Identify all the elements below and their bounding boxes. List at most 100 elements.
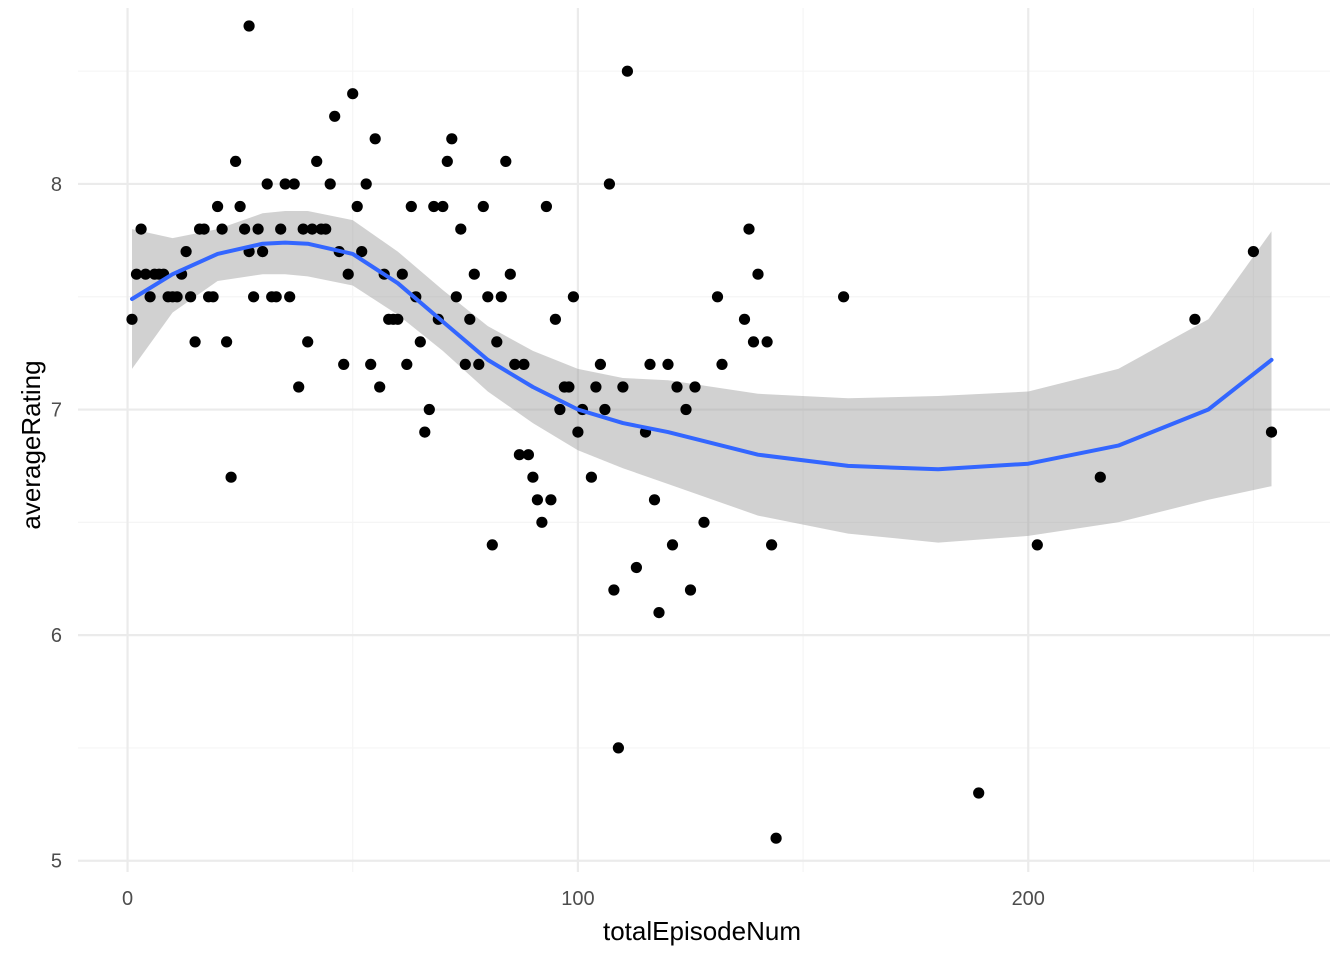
data-point — [360, 178, 372, 190]
data-point — [428, 200, 440, 213]
data-point — [716, 358, 728, 370]
data-point — [617, 381, 629, 393]
data-point — [351, 200, 363, 213]
data-point — [279, 178, 291, 190]
data-point — [234, 200, 246, 213]
x-tick-label: 200 — [1012, 888, 1045, 910]
data-point — [171, 291, 183, 303]
data-point — [567, 291, 580, 303]
data-point — [423, 403, 435, 416]
y-tick-labels: 5 6 7 8 — [51, 174, 62, 873]
data-point — [554, 403, 566, 416]
x-tick-label: 100 — [561, 888, 594, 910]
data-point — [130, 268, 143, 280]
data-point — [761, 336, 773, 348]
data-point — [297, 223, 309, 235]
data-point — [594, 358, 607, 370]
data-point — [1247, 246, 1259, 258]
data-point — [239, 223, 251, 235]
y-tick-label: 7 — [51, 400, 62, 422]
data-point — [531, 494, 544, 506]
data-point — [329, 110, 341, 122]
data-point — [392, 313, 404, 325]
data-point — [207, 291, 219, 303]
data-point — [482, 291, 494, 303]
data-point — [342, 268, 354, 280]
data-point — [320, 223, 332, 235]
data-point — [766, 539, 778, 551]
data-point — [464, 313, 476, 325]
data-point — [500, 155, 512, 167]
data-point — [135, 223, 147, 235]
data-point — [1265, 426, 1278, 438]
data-point — [495, 291, 507, 303]
data-point — [504, 268, 516, 280]
data-point — [365, 358, 377, 370]
data-point — [545, 494, 557, 506]
data-point — [230, 155, 242, 167]
data-point — [572, 426, 584, 438]
data-point — [189, 336, 201, 348]
data-point — [747, 336, 760, 348]
data-point — [680, 403, 692, 416]
data-point — [1094, 471, 1106, 483]
data-point — [288, 178, 300, 190]
data-point — [612, 742, 625, 754]
data-point — [468, 268, 480, 280]
data-point — [198, 223, 210, 235]
data-point — [180, 246, 192, 258]
smooth-line — [130, 240, 1274, 472]
data-point — [1031, 539, 1043, 551]
data-point — [347, 88, 359, 100]
data-point — [212, 200, 224, 213]
data-point — [522, 449, 535, 461]
data-point — [302, 336, 314, 348]
y-tick-label: 5 — [51, 851, 62, 873]
data-point — [338, 358, 350, 370]
data-point — [450, 291, 462, 303]
y-tick-label: 8 — [51, 174, 62, 196]
data-point — [743, 223, 755, 235]
data-point — [513, 449, 526, 461]
data-point — [666, 539, 679, 551]
data-point — [486, 539, 498, 551]
data-point — [603, 178, 616, 190]
data-point — [455, 223, 467, 235]
data-point — [973, 787, 985, 799]
data-point — [419, 426, 431, 438]
y-tick-label: 6 — [51, 625, 62, 647]
data-point — [711, 291, 724, 303]
data-point — [185, 291, 197, 303]
data-point — [684, 584, 697, 596]
data-point — [459, 358, 471, 370]
data-point — [644, 358, 656, 370]
data-point — [405, 200, 417, 213]
data-point — [752, 268, 764, 280]
data-point — [671, 381, 683, 393]
data-point — [324, 178, 336, 190]
data-point — [648, 494, 661, 506]
data-point — [518, 358, 530, 370]
data-point — [221, 336, 233, 348]
data-point — [270, 291, 282, 303]
data-point — [549, 313, 562, 325]
data-point — [144, 291, 156, 303]
data-point — [590, 381, 602, 393]
data-point — [698, 516, 710, 528]
data-point — [252, 223, 264, 235]
data-point — [527, 471, 539, 483]
data-point — [491, 336, 503, 348]
scatter-points — [126, 20, 1278, 844]
data-point — [356, 246, 368, 258]
data-point — [689, 381, 701, 393]
data-point — [293, 381, 305, 393]
data-point — [563, 381, 575, 393]
data-point — [473, 358, 485, 370]
data-point — [261, 178, 273, 190]
data-point — [311, 155, 323, 167]
data-point — [306, 223, 318, 235]
x-axis-title: totalEpisodeNum — [603, 916, 801, 946]
data-point — [414, 336, 426, 348]
y-axis-title: averageRating — [16, 360, 46, 529]
data-point — [369, 133, 381, 145]
